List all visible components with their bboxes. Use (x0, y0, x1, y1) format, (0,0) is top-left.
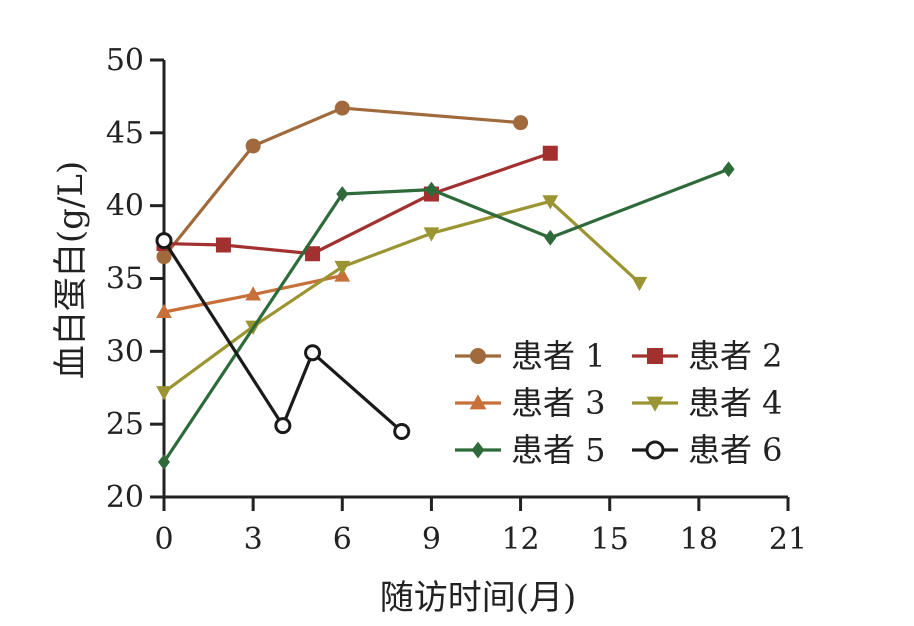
data-point (215, 237, 231, 253)
legend-swatch-marker (471, 441, 485, 459)
axes: 20 25 30 35 40 45 50 0 3 6 9 12 15 18 21 (106, 43, 807, 557)
series-line (162, 167, 730, 463)
x-tick-label: 0 (154, 522, 173, 557)
data-point (304, 344, 322, 362)
series-5 (158, 161, 735, 470)
legend-swatch-marker (647, 348, 663, 364)
data-point (544, 229, 557, 246)
y-tick-label: 50 (106, 43, 144, 78)
data-point (334, 100, 350, 116)
legend-label: 患者 1 (511, 337, 606, 375)
x-tick-label: 3 (244, 522, 263, 557)
x-tick-label: 21 (769, 522, 807, 557)
legend-label: 患者 2 (688, 337, 783, 375)
legend-swatch-marker (470, 348, 486, 364)
y-tick-label: 40 (106, 189, 144, 224)
x-axis-label: 随访时间(月) (380, 578, 577, 618)
y-tick-label: 35 (106, 262, 144, 297)
series-line (162, 239, 403, 433)
legend-label: 患者 6 (688, 431, 783, 469)
legend-item: 患者 2 (632, 337, 783, 375)
data-point (513, 115, 529, 131)
legend-item: 患者 4 (632, 384, 783, 422)
data-point (156, 386, 172, 401)
series-6 (155, 232, 411, 440)
legend-item: 患者 1 (455, 337, 606, 375)
data-point (245, 138, 261, 154)
y-tick-label: 45 (106, 116, 144, 151)
data-point (722, 161, 735, 178)
x-tick-label: 18 (680, 522, 718, 557)
legend-label: 患者 3 (511, 384, 606, 422)
series-1 (156, 100, 529, 265)
data-point (393, 422, 411, 440)
x-tick-label: 12 (501, 522, 539, 557)
series-line (163, 199, 641, 394)
x-tick-label: 6 (333, 522, 352, 557)
y-tick-label: 30 (106, 334, 144, 369)
y-tick-label: 20 (106, 480, 144, 515)
series-3 (156, 267, 351, 319)
legend-item: 患者 6 (632, 431, 783, 469)
series-layer (155, 100, 735, 470)
data-point (158, 454, 170, 470)
series-4 (156, 195, 648, 401)
data-point (156, 303, 172, 319)
data-point (425, 181, 438, 198)
data-point (155, 232, 173, 250)
legend-item: 患者 5 (455, 431, 606, 469)
x-tick-label: 15 (591, 522, 629, 557)
y-tick-label: 25 (106, 407, 144, 442)
legend-swatch-marker (645, 440, 665, 460)
data-point (542, 195, 559, 210)
data-point (423, 227, 440, 242)
data-point (156, 249, 172, 265)
legend-item: 患者 3 (455, 384, 606, 422)
legend-label: 患者 4 (688, 384, 783, 422)
x-tick-label: 9 (422, 522, 441, 557)
y-axis-label: 血白蛋白(g/L) (51, 161, 91, 379)
data-point (631, 276, 648, 292)
series-2 (156, 145, 558, 262)
data-point (336, 186, 349, 202)
data-point (245, 286, 262, 301)
data-point (334, 260, 351, 276)
legend: 患者 1 患者 2 患者 3 患者 4 患者 5 患者 6 (455, 337, 783, 469)
legend-swatch-marker (469, 394, 487, 410)
legend-label: 患者 5 (511, 431, 606, 469)
data-point (274, 417, 292, 435)
data-point (542, 145, 558, 161)
legend-swatch-marker (646, 396, 664, 412)
data-point (305, 246, 321, 262)
series-line (162, 106, 521, 258)
